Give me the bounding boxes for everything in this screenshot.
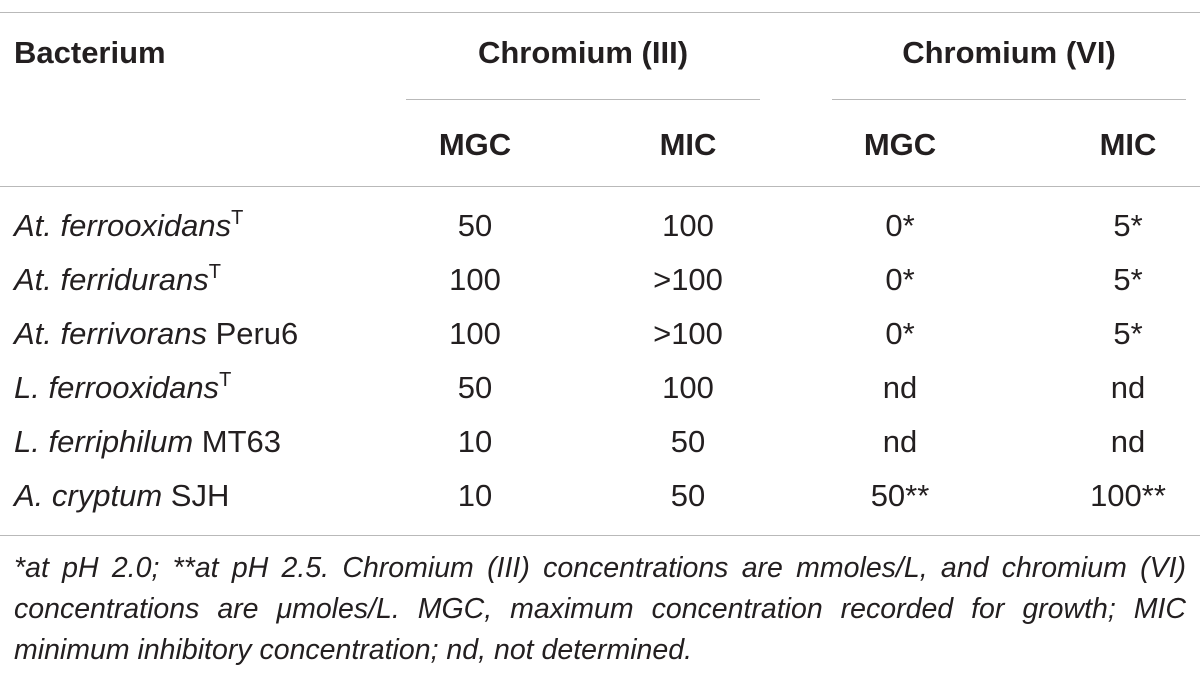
bacterium-name-italic: At. ferrivorans: [14, 316, 207, 351]
subheader-mic-iii: MIC: [659, 127, 717, 162]
strain-label: SJH: [162, 478, 230, 513]
header-chromium-iii: Chromium (III): [477, 35, 689, 70]
value-mic-iii: 100: [662, 208, 714, 243]
value-mgc-iii: 50: [457, 208, 493, 243]
subheader-mgc-iii: MGC: [438, 127, 512, 162]
value-mgc-vi: nd: [882, 370, 918, 405]
value-mic-iii: 50: [670, 478, 706, 513]
value-mgc-iii: 50: [457, 370, 493, 405]
bacterium-name: L. ferriphilum MT63: [14, 424, 281, 460]
type-strain-mark: T: [231, 207, 244, 229]
value-mgc-vi: 50**: [870, 478, 930, 513]
body-bottom-rule: [0, 535, 1200, 536]
bacterium-name-italic: A. cryptum: [14, 478, 163, 513]
value-mgc-vi: nd: [882, 424, 918, 459]
value-mgc-iii: 10: [457, 478, 493, 513]
type-strain-mark: T: [219, 369, 232, 391]
bacterium-name: At. ferrivorans Peru6: [14, 316, 298, 352]
table-footnote: *at pH 2.0; **at pH 2.5. Chromium (III) …: [14, 552, 1186, 666]
value-mic-vi: nd: [1110, 424, 1146, 459]
value-mic-iii: >100: [653, 316, 723, 351]
value-mgc-iii: 10: [457, 424, 493, 459]
subheader-mgc-vi: MGC: [863, 127, 937, 162]
type-strain-mark: T: [208, 261, 221, 283]
value-mic-vi: 5*: [1113, 262, 1143, 297]
strain-label: MT63: [193, 424, 282, 459]
bacterium-name: A. cryptum SJH: [14, 478, 229, 514]
header-chromium-vi: Chromium (VI): [902, 35, 1116, 70]
value-mgc-iii: 100: [449, 316, 501, 351]
bacterium-name: L. ferrooxidansT: [14, 370, 231, 406]
value-mic-vi: 5*: [1113, 208, 1143, 243]
group2-underline: [832, 99, 1186, 100]
bacterium-name: At. ferriduransT: [14, 262, 221, 298]
value-mic-vi: nd: [1110, 370, 1146, 405]
value-mic-iii: >100: [653, 262, 723, 297]
value-mic-iii: 50: [670, 424, 706, 459]
value-mgc-vi: 0*: [885, 208, 915, 243]
bacterium-name-italic: At. ferrooxidans: [14, 208, 232, 243]
top-rule: [0, 12, 1200, 13]
value-mgc-iii: 100: [449, 262, 501, 297]
value-mic-vi: 5*: [1113, 316, 1143, 351]
strain-label: Peru6: [206, 316, 299, 351]
value-mic-vi: 100**: [1090, 478, 1166, 513]
bacterium-name-italic: L. ferriphilum: [14, 424, 194, 459]
value-mgc-vi: 0*: [885, 316, 915, 351]
header-bacterium: Bacterium: [14, 35, 166, 70]
subheader-mic-vi: MIC: [1099, 127, 1157, 162]
bacterium-name-italic: At. ferridurans: [14, 262, 209, 297]
value-mgc-vi: 0*: [885, 262, 915, 297]
bacterium-name-italic: L. ferrooxidans: [14, 370, 220, 405]
group1-underline: [406, 99, 760, 100]
bacterium-name: At. ferrooxidansT: [14, 208, 243, 244]
header-bottom-rule: [0, 186, 1200, 187]
value-mic-iii: 100: [662, 370, 714, 405]
